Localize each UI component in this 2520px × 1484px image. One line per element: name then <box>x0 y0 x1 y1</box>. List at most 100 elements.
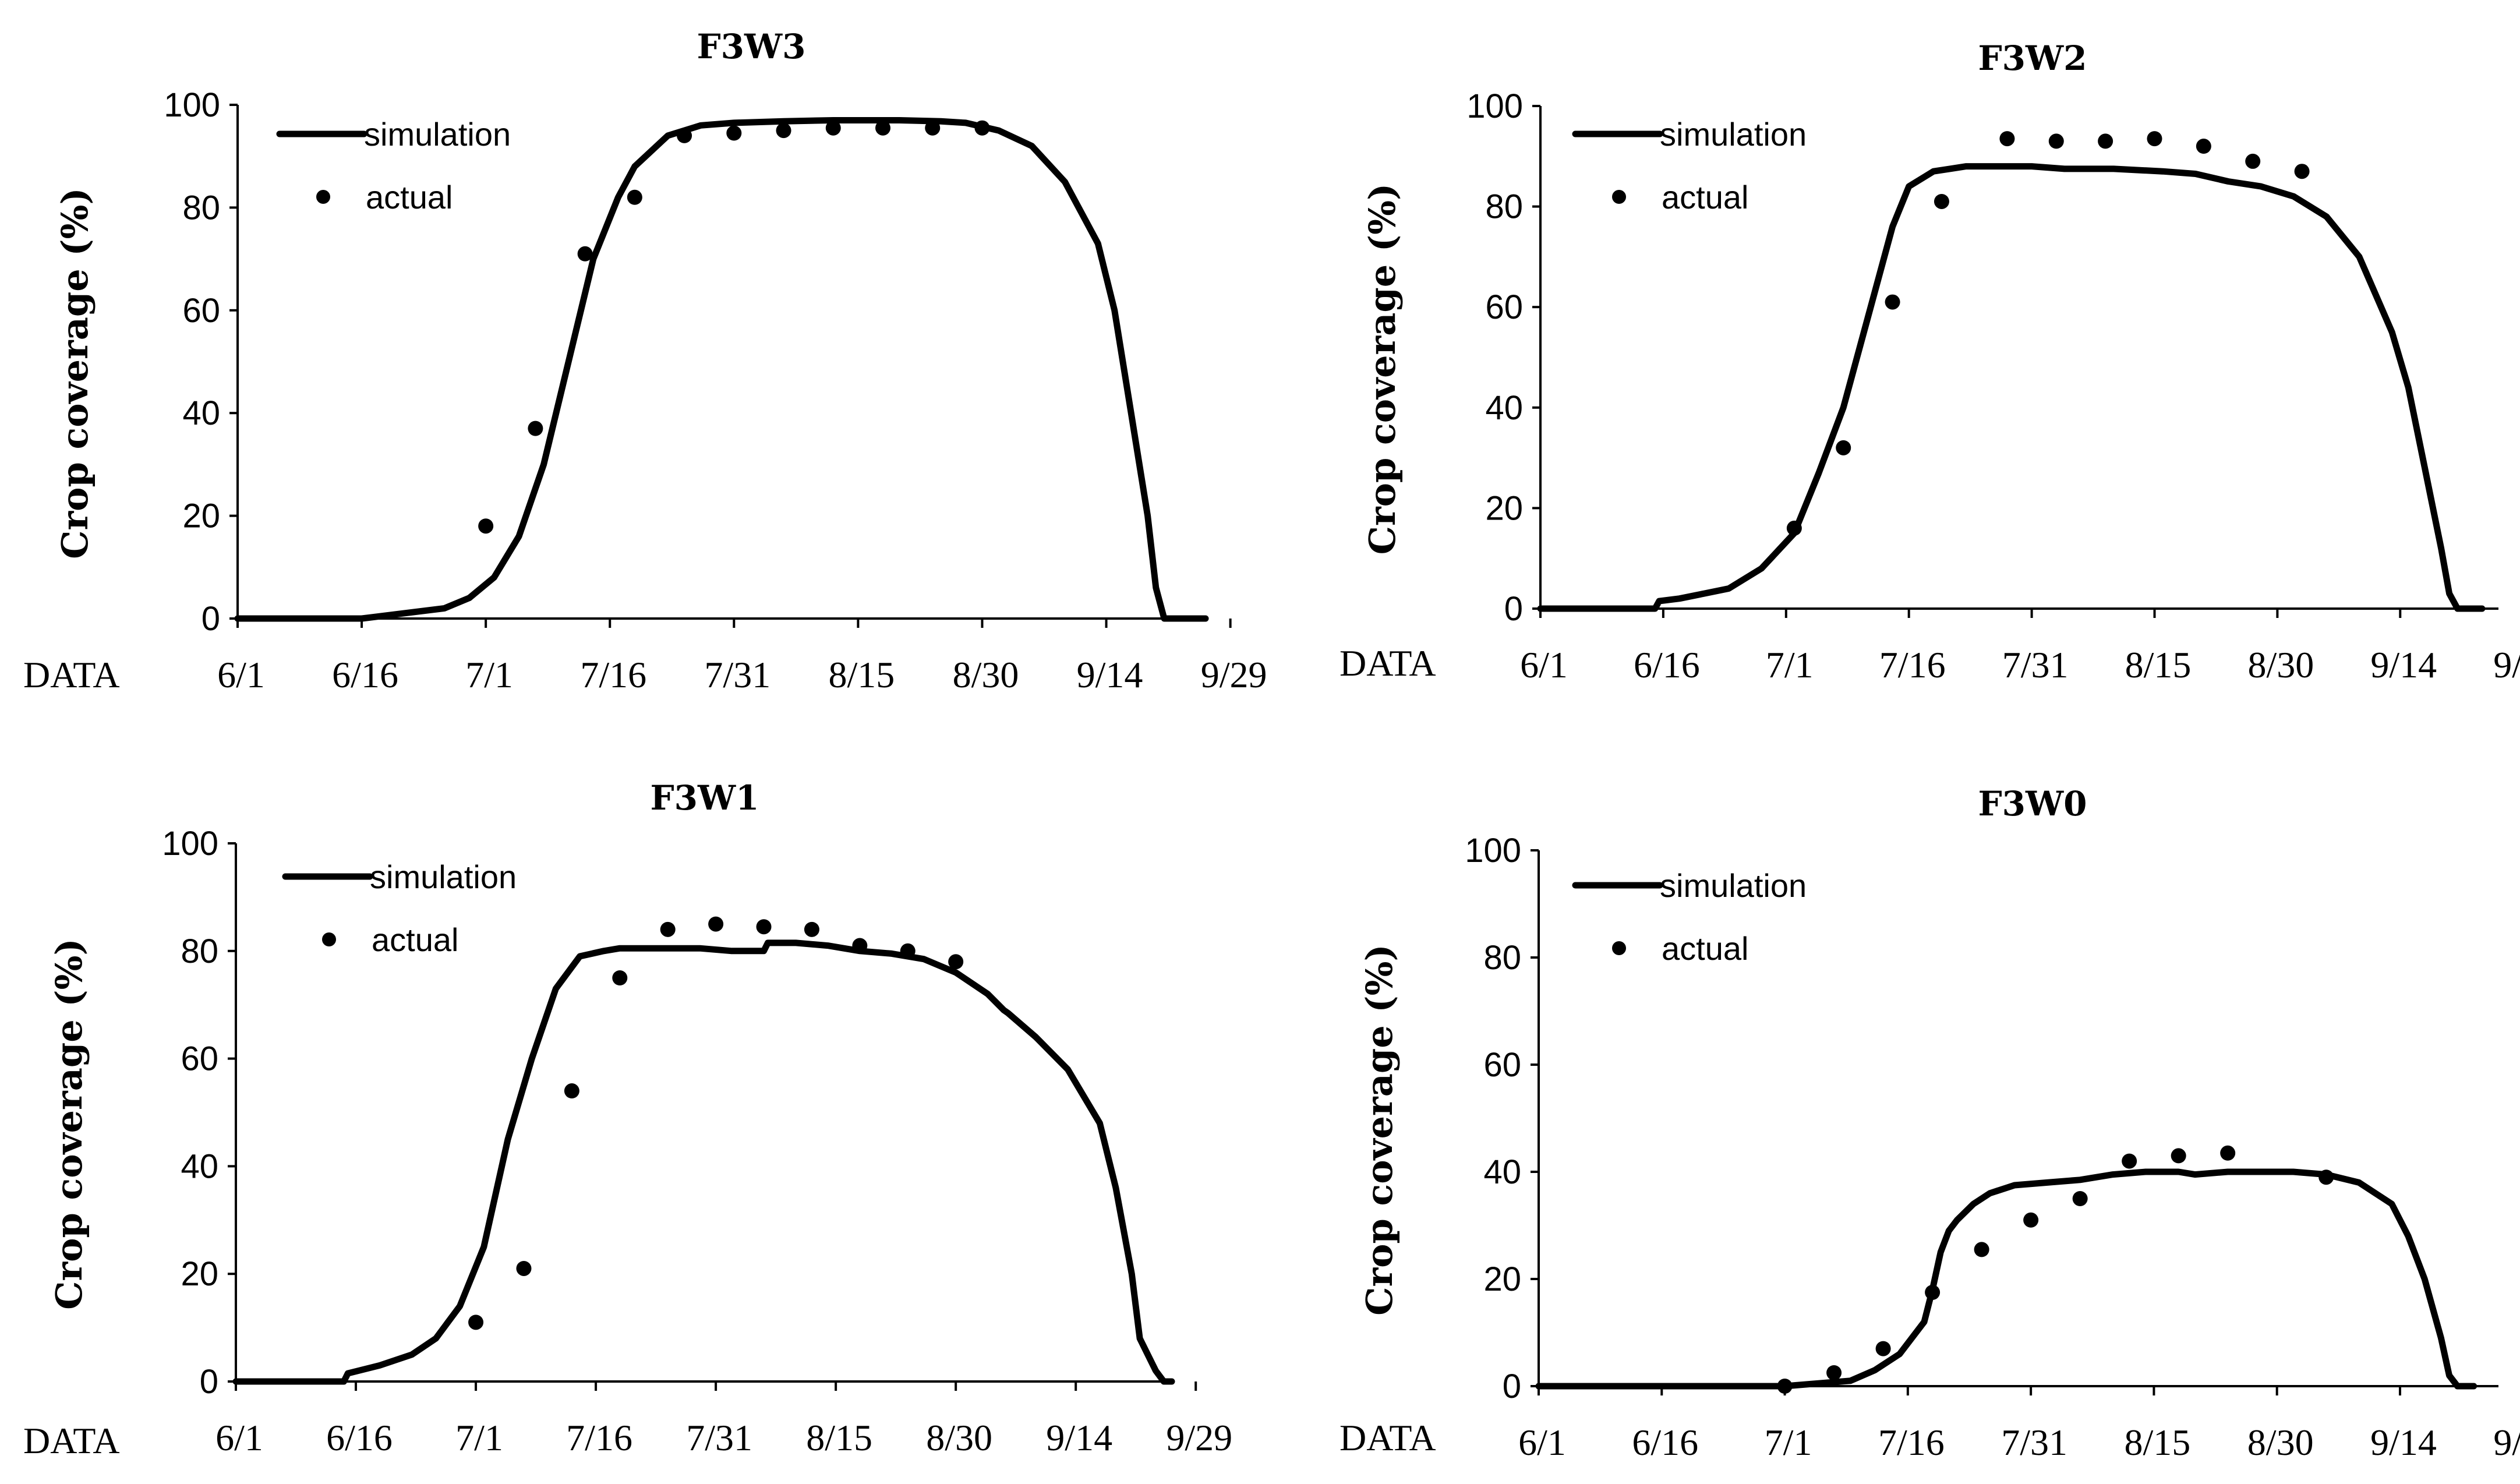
actual-point <box>2245 153 2261 169</box>
y-tick-label: 0 <box>1503 1368 1521 1405</box>
x-tick-label: 7/31 <box>704 654 771 695</box>
actual-point <box>564 1083 579 1099</box>
x-tick-label: 9/14 <box>2370 644 2437 686</box>
x-tick-label: 6/16 <box>1632 1422 1698 1463</box>
legend-actual-marker <box>322 932 336 946</box>
simulation-line <box>232 939 1175 1385</box>
actual-point <box>1999 131 2015 147</box>
x-tick-label: 7/16 <box>1878 1422 1945 1463</box>
actual-point <box>776 123 791 139</box>
actual-point <box>726 125 742 141</box>
actual-point <box>2122 1153 2137 1169</box>
actual-point <box>756 919 772 935</box>
y-tick-label: 80 <box>182 189 220 227</box>
actual-point <box>478 518 494 534</box>
y-tick-label: 60 <box>1485 288 1523 326</box>
x-tick-label: 9/29 <box>2493 1422 2520 1463</box>
actual-point <box>577 246 593 262</box>
actual-point <box>925 120 941 136</box>
x-tick-label: 7/1 <box>465 654 513 695</box>
legend-simulation-label: simulation <box>1660 116 1807 153</box>
y-tick-label: 80 <box>1485 188 1523 226</box>
actual-point <box>1777 1379 1793 1394</box>
actual-point <box>708 916 724 932</box>
chart-title: F3W0 <box>1978 784 2087 824</box>
actual-point <box>875 120 890 136</box>
y-tick-label: 60 <box>182 292 220 330</box>
x-tick-label: 9/29 <box>1166 1417 1232 1458</box>
x-tick-label: 8/30 <box>2247 1422 2314 1463</box>
x-tick-label: 6/1 <box>1518 1422 1566 1463</box>
y-tick-label: 0 <box>1504 590 1523 628</box>
actual-point <box>1875 1341 1891 1356</box>
actual-point <box>612 970 628 985</box>
y-tick-label: 100 <box>1465 832 1521 870</box>
actual-point <box>1934 193 1949 209</box>
chart-title: F3W2 <box>1978 38 2087 78</box>
y-tick-label: 100 <box>164 86 220 124</box>
actual-point <box>852 938 868 953</box>
chart-f3w2: F3W2 0 20 40 60 80 100 6/1 6/16 7/1 7/16 7/31 8/15 8/… <box>1339 38 2520 686</box>
x-axis-label: DATA <box>1339 1417 1436 1458</box>
x-tick-label: 9/14 <box>1046 1417 1112 1458</box>
legend-actual-label: actual <box>1662 930 1748 967</box>
actual-point <box>1826 1365 1842 1380</box>
x-tick-label: 8/30 <box>953 654 1019 695</box>
chart-f3w0: F3W0 0 20 40 60 80 100 6/1 6/16 7/1 7/16 7/31 8/15 8/… <box>1339 784 2520 1463</box>
x-tick-label: 9/29 <box>2493 644 2520 686</box>
x-tick-label: 8/30 <box>2247 644 2314 686</box>
actual-point <box>2023 1212 2039 1228</box>
actual-point <box>804 921 819 937</box>
y-axis-label: Crop coverage (%) <box>1361 183 1404 555</box>
actual-point <box>2196 139 2211 154</box>
y-tick-label: 100 <box>162 825 218 863</box>
legend-simulation-label: simulation <box>370 858 517 895</box>
y-axis-label: Crop coverage (%) <box>48 938 90 1310</box>
x-tick-label: 7/31 <box>2002 644 2069 686</box>
x-tick-label: 8/15 <box>2125 1422 2191 1463</box>
y-tick-label: 40 <box>1483 1153 1521 1191</box>
actual-point <box>2048 133 2064 149</box>
x-tick-label: 6/1 <box>215 1417 263 1458</box>
actual-point <box>948 954 964 970</box>
legend-actual-marker <box>316 190 330 204</box>
actual-point <box>660 921 676 937</box>
y-tick-label: 20 <box>181 1255 218 1293</box>
x-axis-label: DATA <box>23 654 120 695</box>
actual-point <box>2098 133 2113 149</box>
simulation-line <box>1535 1168 2477 1390</box>
x-tick-label: 8/15 <box>806 1417 872 1458</box>
legend-simulation-label: simulation <box>1660 867 1807 904</box>
simulation-line <box>234 117 1209 622</box>
y-axis-label: Crop coverage (%) <box>54 188 96 559</box>
x-tick-label: 7/1 <box>1765 1422 1812 1463</box>
x-tick-label: 6/1 <box>1520 644 1568 686</box>
actual-point <box>1974 1242 1989 1257</box>
actual-point <box>2072 1191 2088 1206</box>
y-tick-label: 60 <box>181 1040 218 1078</box>
actual-point <box>825 120 841 136</box>
actual-point <box>1925 1285 1941 1300</box>
x-tick-label: 9/14 <box>2370 1422 2437 1463</box>
y-axis-label: Crop coverage (%) <box>1358 944 1401 1316</box>
actual-point <box>528 421 543 436</box>
x-tick-label: 6/16 <box>1634 644 1700 686</box>
actual-point <box>974 120 990 136</box>
x-tick-label: 7/16 <box>580 654 646 695</box>
x-tick-label: 7/31 <box>686 1417 752 1458</box>
legend-actual-marker <box>1612 190 1626 204</box>
actual-point <box>677 128 692 143</box>
actual-point <box>1786 520 1802 536</box>
y-tick-label: 40 <box>1485 389 1523 427</box>
x-tick-label: 6/16 <box>332 654 398 695</box>
y-tick-label: 20 <box>1485 489 1523 527</box>
legend-actual-label: actual <box>366 179 453 215</box>
x-tick-label: 8/30 <box>926 1417 992 1458</box>
y-tick-label: 80 <box>1483 939 1521 977</box>
x-axis-label: DATA <box>1339 642 1436 684</box>
simulation-line <box>1537 163 2486 612</box>
actual-point <box>516 1260 532 1276</box>
y-tick-label: 20 <box>1483 1260 1521 1298</box>
chart-title: F3W1 <box>650 778 759 818</box>
actual-point <box>2147 131 2162 147</box>
